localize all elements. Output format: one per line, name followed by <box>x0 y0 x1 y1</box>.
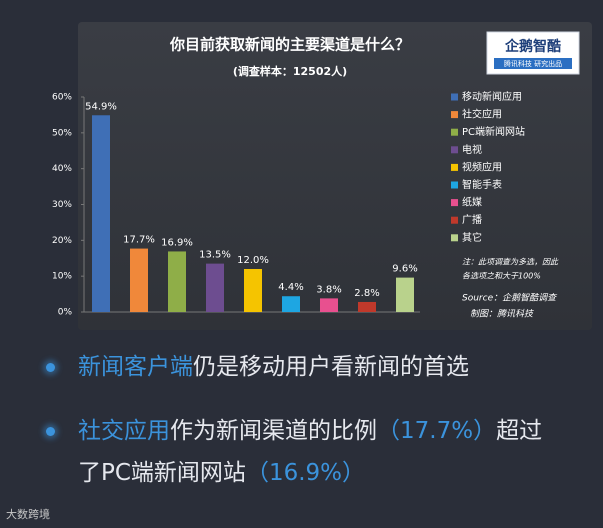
legend-label: 社交应用 <box>462 108 502 121</box>
legend-label: PC端新闻网站 <box>462 125 525 138</box>
bar <box>396 277 414 312</box>
legend-label: 纸媒 <box>462 196 482 209</box>
bullet-text: 作为新闻渠道的比例 <box>170 418 377 444</box>
credit: 制图：腾讯科技 <box>470 309 534 320</box>
bullet-text: （16.9%） <box>245 460 366 486</box>
value-label: 3.8% <box>316 284 341 295</box>
bullet-text: 社交应用 <box>78 418 170 444</box>
chart: 你目前获取新闻的主要渠道是什么？ (调查样本：12502人) 企鹅智酷 腾讯科技… <box>52 22 592 330</box>
source: Source：企鹅智酷调查 <box>462 293 558 304</box>
bar <box>320 298 338 312</box>
bullet-dot <box>46 427 55 436</box>
legend-swatch <box>451 181 458 189</box>
logo-title: 企鹅智酷 <box>504 38 561 55</box>
legend-swatch <box>451 199 458 207</box>
chart-panel <box>78 22 592 330</box>
value-label: 54.9% <box>85 101 117 112</box>
legend-label: 视频应用 <box>462 160 502 173</box>
value-label: 16.9% <box>161 237 193 248</box>
value-label: 13.5% <box>199 250 231 261</box>
bullet-text: 仍是移动用户看新闻的首选 <box>193 354 469 380</box>
bar <box>206 263 224 312</box>
legend-swatch <box>451 128 458 136</box>
y-tick-label: 40% <box>52 164 72 174</box>
value-label: 4.4% <box>278 282 303 293</box>
bullet-list: 新闻客户端仍是移动用户看新闻的首选社交应用作为新闻渠道的比例（17.7%）超过了… <box>40 346 570 516</box>
legend-swatch <box>451 163 458 171</box>
bullet-text: 超过了PC端新闻网站 <box>78 418 543 486</box>
bar <box>130 248 148 312</box>
logo-subtitle: 腾讯科技 研究出品 <box>504 59 562 68</box>
note-line: 注：此项调查为多选，因此 <box>462 258 559 267</box>
value-label: 12.0% <box>237 255 269 266</box>
bar <box>282 296 300 312</box>
note-line: 各选项之和大于100% <box>462 272 541 281</box>
legend-label: 电视 <box>462 143 482 156</box>
bullet: 社交应用作为新闻渠道的比例（17.7%）超过了PC端新闻网站（16.9%） <box>40 410 548 494</box>
y-tick-label: 10% <box>52 272 72 282</box>
y-tick-label: 30% <box>52 200 72 210</box>
value-label: 9.6% <box>392 264 417 275</box>
value-label: 17.7% <box>123 235 155 246</box>
legend-label: 智能手表 <box>462 178 502 191</box>
bullet: 新闻客户端仍是移动用户看新闻的首选 <box>40 346 548 388</box>
legend-label: 移动新闻应用 <box>462 90 522 103</box>
y-tick-label: 60% <box>52 93 72 103</box>
legend-label: 广播 <box>462 213 482 226</box>
y-tick-label: 20% <box>52 236 72 246</box>
y-tick-label: 0% <box>58 308 73 318</box>
bullet-text: （17.7%） <box>377 418 497 444</box>
bullet-dot <box>46 363 55 372</box>
chart-title: 你目前获取新闻的主要渠道是什么？ <box>169 36 410 54</box>
chart-subtitle: (调查样本：12502人) <box>233 64 347 78</box>
bar <box>92 115 110 313</box>
bullet-text: 新闻客户端 <box>78 354 193 380</box>
value-label: 2.8% <box>354 288 379 299</box>
legend-swatch <box>451 216 458 224</box>
legend-swatch <box>451 111 458 119</box>
y-tick-label: 50% <box>52 128 72 138</box>
watermark: 大数跨境 <box>6 508 50 521</box>
bar <box>244 269 262 312</box>
bar <box>358 301 376 312</box>
legend-swatch <box>451 234 458 242</box>
logo-bar <box>494 58 572 69</box>
legend-label: 其它 <box>462 231 482 244</box>
legend-swatch <box>451 146 458 154</box>
legend-swatch <box>451 93 458 101</box>
bar <box>168 251 186 312</box>
